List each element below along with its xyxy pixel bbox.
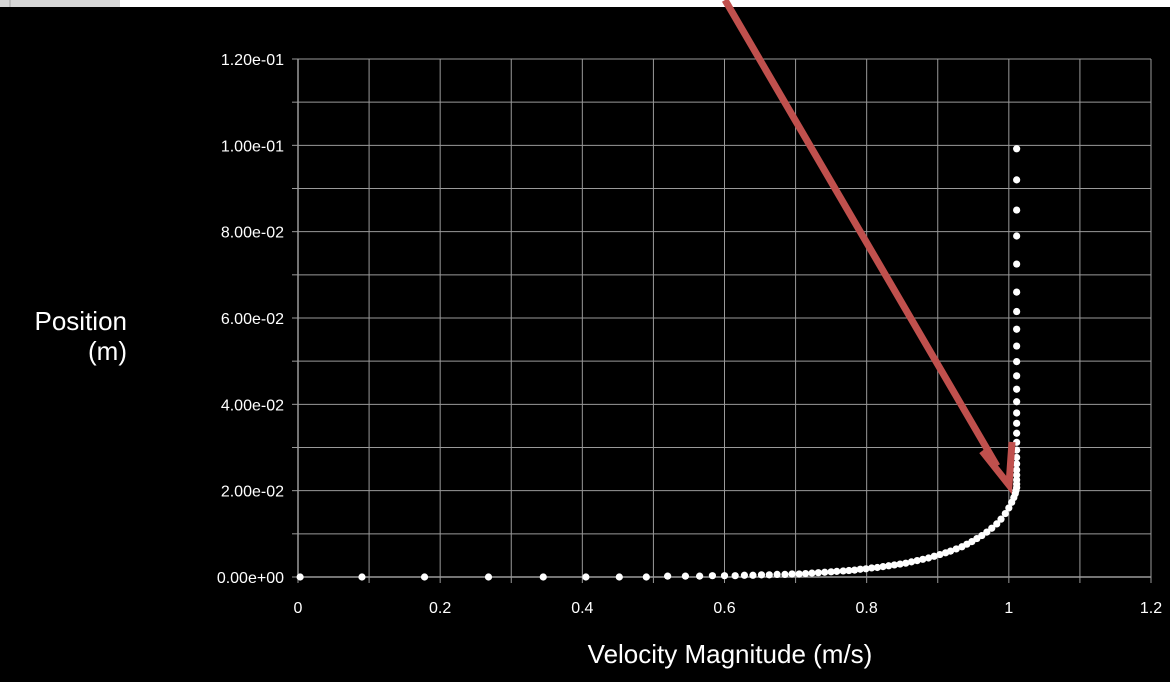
data-point xyxy=(1013,385,1021,393)
data-point xyxy=(808,569,816,577)
grid-layer xyxy=(298,58,1152,577)
data-point xyxy=(839,567,847,575)
data-point xyxy=(420,573,429,581)
y-tick-label: 1.20e-01 xyxy=(221,52,284,69)
y-tick-label: 8.00e-02 xyxy=(221,225,284,242)
data-point xyxy=(930,552,938,560)
data-point xyxy=(936,550,944,559)
data-point xyxy=(862,565,870,573)
data-point xyxy=(740,571,749,579)
data-point xyxy=(1013,325,1021,333)
x-tick-label: 0.2 xyxy=(429,600,451,617)
data-point xyxy=(952,545,960,553)
annotation-arrow xyxy=(721,0,1016,495)
data-point xyxy=(827,568,835,576)
x-tick-label: 0.6 xyxy=(713,600,735,617)
data-point xyxy=(988,524,996,532)
data-point xyxy=(946,547,955,555)
data-point xyxy=(801,569,810,578)
data-point xyxy=(1013,419,1021,427)
data-point xyxy=(814,569,822,577)
data-point xyxy=(885,562,893,570)
data-point xyxy=(1013,342,1021,350)
data-point xyxy=(833,567,841,575)
data-point xyxy=(850,566,859,574)
data-point xyxy=(924,554,933,562)
data-point xyxy=(1013,288,1021,296)
y-tick-label: 2.00e-02 xyxy=(221,484,284,501)
data-point xyxy=(1013,453,1021,462)
y-tick-label: 0.00e+00 xyxy=(217,570,284,587)
data-point xyxy=(1001,509,1009,518)
data-point xyxy=(781,570,789,579)
data-point xyxy=(1013,471,1021,479)
y-tick-labels: 0.00e+00 2.00e-02 4.00e-02 6.00e-02 8.00e-02… xyxy=(217,52,284,587)
data-point xyxy=(615,573,623,581)
x-tick-label: 0.4 xyxy=(571,600,593,617)
data-point xyxy=(696,572,704,580)
data-point xyxy=(997,515,1005,523)
data-point xyxy=(1013,398,1021,406)
data-point xyxy=(868,564,876,572)
data-point xyxy=(582,573,590,581)
data-point xyxy=(856,565,864,573)
data-point xyxy=(890,561,898,569)
data-point xyxy=(821,568,829,576)
data-point xyxy=(795,570,803,578)
data-point xyxy=(1013,232,1021,240)
data-point xyxy=(902,559,910,567)
data-point xyxy=(873,563,881,572)
data-point xyxy=(913,556,921,565)
data-point xyxy=(1005,504,1013,512)
data-point xyxy=(749,571,757,579)
y-axis-title-line2: (m) xyxy=(88,336,127,366)
data-point xyxy=(539,573,547,581)
data-point xyxy=(681,572,690,580)
data-point xyxy=(845,566,853,575)
data-point xyxy=(919,555,927,563)
data-point xyxy=(1013,429,1021,437)
x-tick-label: 1.2 xyxy=(1140,600,1162,617)
data-point xyxy=(788,570,796,578)
data-point xyxy=(1013,357,1021,366)
data-point xyxy=(720,572,729,580)
x-tick-label: 0.8 xyxy=(856,600,878,617)
y-tick-label: 6.00e-02 xyxy=(221,311,284,328)
data-point xyxy=(1013,176,1021,184)
x-tick-labels: 0 0.2 0.4 0.6 0.8 1 1.2 xyxy=(294,600,1163,617)
data-point xyxy=(664,572,672,580)
data-point xyxy=(773,570,781,579)
x-axis-title: Velocity Magnitude (m/s) xyxy=(588,639,873,669)
data-point xyxy=(484,573,493,581)
data-point xyxy=(708,572,717,580)
data-point xyxy=(1013,145,1021,153)
y-tick-label: 1.00e-01 xyxy=(221,138,284,155)
data-point xyxy=(765,571,773,579)
data-point xyxy=(296,573,304,581)
data-point xyxy=(731,572,739,580)
data-point xyxy=(1013,466,1021,474)
axes-layer xyxy=(292,58,1152,583)
data-point xyxy=(993,520,1001,528)
y-axis-title-line1: Position xyxy=(35,306,128,336)
data-point xyxy=(896,560,904,568)
data-point xyxy=(358,573,366,581)
data-point xyxy=(879,563,887,571)
data-point xyxy=(983,528,991,536)
data-point xyxy=(642,573,650,581)
data-point xyxy=(1013,409,1021,417)
plot-area-background xyxy=(0,7,1170,682)
x-tick-label: 0 xyxy=(294,600,303,617)
data-point xyxy=(907,558,916,566)
x-tick-label: 1 xyxy=(1004,600,1013,617)
data-point xyxy=(1013,307,1021,316)
data-point xyxy=(1013,460,1021,468)
data-points-layer xyxy=(296,145,1021,581)
data-point xyxy=(1013,372,1021,380)
y-tick-label: 4.00e-02 xyxy=(221,397,284,414)
data-point xyxy=(1013,260,1021,268)
data-point xyxy=(757,571,766,579)
data-point xyxy=(1013,206,1021,214)
